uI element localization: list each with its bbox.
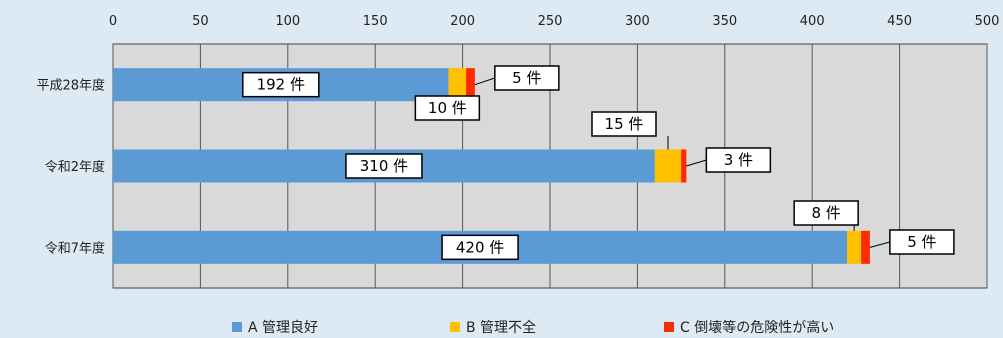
data-label-b: 15 件 (605, 115, 644, 133)
x-tick-label: 300 (625, 14, 650, 29)
data-label-b: 10 件 (428, 99, 467, 117)
leader-line (869, 241, 891, 248)
data-label-b: 8 件 (811, 204, 840, 222)
x-tick-label: 200 (450, 14, 475, 29)
data-label-a: 420 件 (456, 238, 504, 256)
data-label-b-box (414, 95, 481, 121)
data-label-c-box (494, 65, 560, 91)
category-label: 令和2年度 (45, 159, 105, 175)
leader-line (686, 159, 707, 167)
x-tick-label: 500 (975, 14, 1000, 29)
data-label-a-box (242, 71, 320, 98)
x-tick-label: 350 (712, 14, 737, 29)
bar-segment (847, 230, 862, 264)
legend-entry: A 管理良好 (248, 320, 318, 336)
data-label-c: 5 件 (907, 233, 936, 251)
data-label-a-box (345, 153, 423, 179)
bar-segment (681, 149, 687, 183)
x-tick-label: 450 (887, 14, 912, 29)
bar-segment (466, 68, 475, 102)
x-tick-label: 400 (800, 14, 825, 29)
legend-entry: C 倒壊等の危険性が高い (680, 319, 834, 336)
x-tick-label: 150 (363, 14, 388, 29)
data-label-b-box (793, 200, 859, 226)
leader-line (474, 77, 495, 86)
bar-segment (654, 149, 682, 183)
x-tick-label: 250 (538, 14, 563, 29)
x-tick-label: 0 (109, 14, 117, 29)
category-label: 令和7年度 (45, 240, 105, 256)
category-label: 平成28年度 (36, 78, 105, 94)
data-label-c-box (705, 147, 772, 173)
x-tick-label: 100 (275, 14, 300, 29)
legend-entry: B 管理不全 (466, 319, 536, 336)
data-label-c: 3 件 (724, 151, 753, 169)
legend-swatch (450, 322, 460, 332)
data-label-a: 192 件 (257, 76, 305, 94)
data-label-a-box (441, 234, 519, 261)
data-label-c: 5 件 (512, 69, 541, 87)
legend-swatch (232, 322, 242, 332)
bar-segment (861, 230, 870, 264)
data-label-c-box (889, 229, 955, 255)
data-label-a: 310 件 (360, 157, 408, 175)
x-tick-label: 50 (192, 14, 209, 29)
bar-segment (448, 68, 467, 102)
data-label-b-box (591, 111, 657, 137)
legend-swatch (664, 322, 674, 332)
